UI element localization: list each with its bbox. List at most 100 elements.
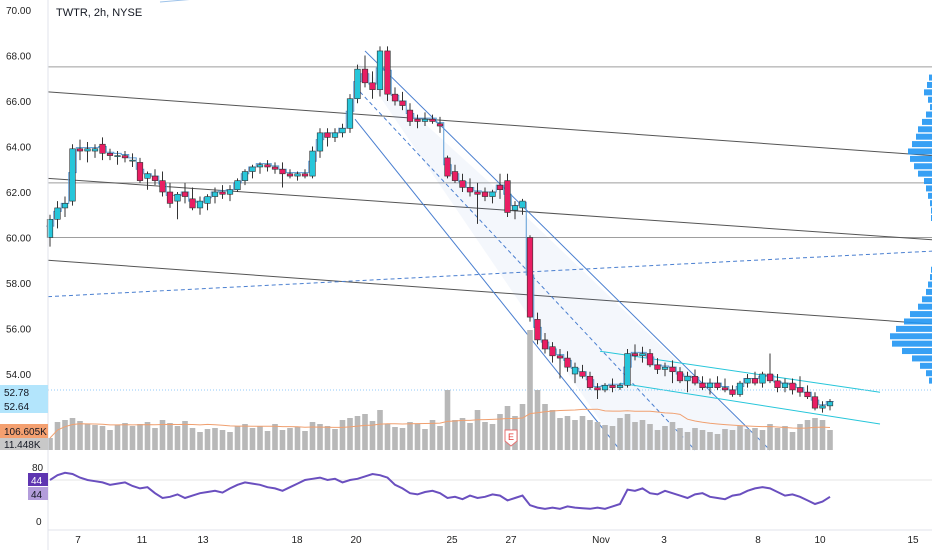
volume-bar [467,423,473,450]
candle-body [84,148,91,152]
time-tick-label: 20 [350,535,362,546]
svg-text:106.605K: 106.605K [4,427,47,438]
candle-body [99,143,106,154]
volume-bar [107,430,113,450]
volume-profile-row [896,325,932,332]
volume-bar [579,416,586,450]
candle-body [759,373,766,384]
price-tick-label: 68.00 [6,52,31,63]
price-tick-label: 66.00 [6,97,31,108]
volume-profile-row [918,303,932,310]
volume-bar [774,428,781,450]
volume-bar [422,429,428,450]
drawing-layer[interactable] [47,0,932,451]
dashed-trend-line[interactable] [47,250,932,298]
volume-bar [144,422,151,450]
candle-body [489,191,496,197]
candle-body [631,353,639,357]
volume-bar [54,422,61,450]
volume-bar [234,426,241,450]
volume-profile-row [924,178,932,185]
small-channel-line[interactable] [599,350,881,393]
candle-body [189,198,196,209]
rsi-badge-b: 44 [28,487,48,501]
channel-fill [355,60,770,451]
candle-body [781,382,789,388]
volume-bar [452,420,458,450]
volume-bar [759,430,766,450]
candle-body [579,371,586,377]
volume-bar [497,414,503,450]
candle-body [421,118,429,122]
time-tick-label: 25 [446,535,458,546]
volume-bars [47,330,833,450]
volume-ma-badge: 106.605K [0,424,48,438]
rsi-line [49,471,831,510]
volume-bar [152,428,158,450]
volume-bar [197,432,203,450]
volume-profile-row [929,377,932,384]
volume-bar [437,426,443,450]
trend-line[interactable] [159,0,420,3]
svg-text:11.448K: 11.448K [4,440,41,451]
earnings-marker-icon[interactable]: E [504,429,518,447]
volume-bar [684,432,691,450]
volume-bar [122,423,128,450]
candle-body [54,207,61,220]
volume-bar [347,418,353,450]
candle-body [346,98,354,129]
candle-body [354,68,361,100]
time-tick-label: 27 [505,535,517,546]
candle-body [496,184,504,191]
volume-bar [354,416,361,450]
volume-bar [429,420,436,450]
candle-body [324,132,331,138]
candle-body [534,319,541,341]
candle-body [474,191,481,195]
price-axis[interactable]: 70.00 68.00 66.00 64.00 62.00 60.00 58.00 56.00… [6,6,31,381]
volume-bar [632,422,638,450]
volume-bar [129,426,136,450]
svg-text:E: E [508,432,514,442]
candle-body [144,173,151,179]
volume-profile-row [910,311,932,318]
volume-bar [182,421,188,450]
volume-bar [339,420,346,450]
volume-bar [714,434,721,450]
volume-bar [534,390,541,450]
volume-profile-row [918,126,932,133]
volume-bar [219,430,226,450]
volume-bar [287,428,293,450]
volume-profile-row [918,170,932,177]
candle-body [586,375,594,388]
volume-profile-row [930,274,932,281]
candle-body [609,385,616,388]
volume-bar [767,424,773,450]
volume-profile-row [908,148,932,155]
price-tick-label: 60.00 [6,234,31,245]
candle-body [264,164,271,168]
symbol-title[interactable]: TWTR, 2h, NYSE [56,7,142,19]
candle-body [166,191,174,204]
trend-line[interactable] [47,177,932,241]
candle-body [391,93,399,102]
svg-text:52.78: 52.78 [4,388,29,399]
channel-lower-line[interactable] [354,118,621,451]
candle-body [511,205,519,211]
candle-body [271,166,279,170]
volume-profile [890,74,932,384]
candle-body [564,357,571,368]
time-axis[interactable]: 7 11 13 18 20 25 27 Nov 3 8 10 15 [75,535,919,546]
price-tick-label: 54.00 [6,370,31,381]
price-badge-2: 52.64 [0,399,48,413]
time-tick-label: 11 [137,535,148,546]
candle-body [301,173,309,177]
trend-line[interactable] [47,259,932,325]
candle-body [676,371,684,382]
candle-body [654,364,661,370]
volume-bar [407,422,413,450]
trend-line[interactable] [47,91,932,157]
time-tick-label: 3 [661,535,667,546]
candle-body [541,339,549,350]
candle-body [91,148,99,152]
